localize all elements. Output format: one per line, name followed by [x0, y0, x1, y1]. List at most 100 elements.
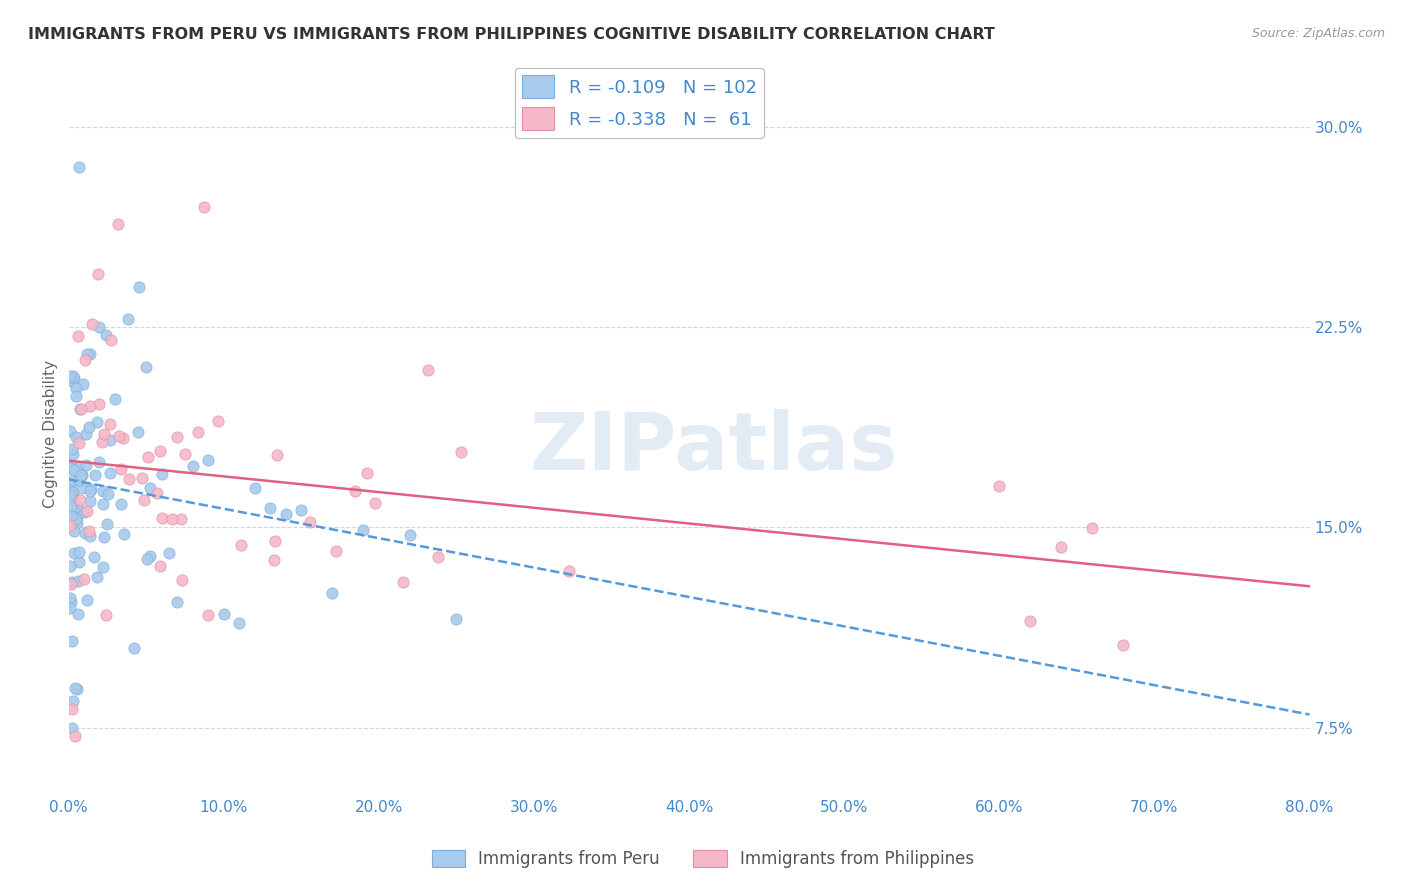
- Point: [229, 538, 252, 552]
- Point: [70, 467, 93, 482]
- Point: [98, 466, 121, 480]
- Point: [112, 527, 135, 541]
- Point: [118, 472, 141, 486]
- Point: [136, 450, 159, 465]
- Point: [100, 334, 122, 348]
- Point: [63, 681, 86, 695]
- Point: [87, 267, 110, 281]
- Point: [75, 426, 97, 441]
- Point: [290, 503, 312, 517]
- Point: [87, 455, 110, 469]
- Point: [212, 607, 235, 621]
- Point: [66, 574, 89, 588]
- Point: [62, 463, 84, 477]
- Point: [157, 546, 180, 560]
- Point: [70, 467, 93, 482]
- Legend: R = -0.109   N = 102, R = -0.338   N =  61: R = -0.109 N = 102, R = -0.338 N = 61: [515, 68, 763, 137]
- Point: [79, 420, 101, 434]
- Point: [79, 347, 101, 361]
- Point: [97, 487, 120, 501]
- Point: [65, 388, 87, 402]
- Point: [59, 425, 82, 439]
- Point: [63, 729, 86, 743]
- Point: [62, 368, 84, 383]
- Point: [79, 528, 101, 542]
- Point: [364, 496, 387, 510]
- Point: [62, 575, 84, 590]
- Point: [62, 473, 84, 487]
- Point: [65, 503, 87, 517]
- Point: [62, 447, 84, 461]
- Point: [259, 500, 281, 515]
- Point: [187, 425, 209, 439]
- Point: [131, 471, 153, 485]
- Legend: Immigrants from Peru, Immigrants from Philippines: Immigrants from Peru, Immigrants from Ph…: [425, 843, 981, 875]
- Point: [60, 577, 83, 591]
- Point: [193, 200, 215, 214]
- Point: [264, 534, 287, 549]
- Point: [65, 381, 87, 395]
- Point: [988, 479, 1011, 493]
- Point: [111, 431, 134, 445]
- Point: [73, 505, 96, 519]
- Point: [60, 485, 83, 500]
- Point: [62, 546, 84, 560]
- Point: [59, 488, 82, 502]
- Point: [77, 524, 100, 539]
- Point: [343, 483, 366, 498]
- Point: [166, 429, 188, 443]
- Point: [66, 328, 89, 343]
- Point: [146, 486, 169, 500]
- Point: [59, 478, 82, 492]
- Point: [62, 488, 84, 502]
- Point: [181, 459, 204, 474]
- Point: [134, 492, 156, 507]
- Point: [1019, 614, 1042, 628]
- Point: [65, 430, 87, 444]
- Point: [418, 362, 440, 376]
- Point: [59, 518, 82, 533]
- Point: [274, 508, 297, 522]
- Point: [110, 497, 132, 511]
- Point: [67, 473, 90, 487]
- Point: [93, 530, 115, 544]
- Point: [450, 445, 472, 459]
- Point: [60, 721, 83, 735]
- Point: [96, 328, 118, 343]
- Point: [82, 317, 104, 331]
- Point: [135, 359, 157, 374]
- Point: [558, 564, 581, 578]
- Point: [1050, 540, 1073, 554]
- Point: [166, 594, 188, 608]
- Point: [149, 558, 172, 573]
- Point: [91, 483, 114, 498]
- Point: [243, 481, 266, 495]
- Point: [67, 555, 90, 569]
- Point: [75, 525, 97, 540]
- Point: [391, 575, 413, 590]
- Point: [60, 442, 83, 456]
- Point: [93, 427, 115, 442]
- Point: [325, 544, 347, 558]
- Point: [110, 462, 132, 476]
- Point: [59, 460, 82, 475]
- Point: [91, 497, 114, 511]
- Point: [117, 311, 139, 326]
- Point: [197, 452, 219, 467]
- Point: [150, 511, 173, 525]
- Point: [72, 376, 94, 391]
- Point: [149, 444, 172, 458]
- Point: [59, 369, 82, 384]
- Point: [263, 553, 285, 567]
- Point: [139, 481, 162, 495]
- Point: [69, 160, 91, 174]
- Point: [75, 458, 97, 472]
- Point: [91, 560, 114, 574]
- Point: [59, 500, 82, 514]
- Point: [228, 615, 250, 630]
- Point: [59, 601, 82, 615]
- Point: [60, 634, 83, 648]
- Point: [73, 353, 96, 368]
- Point: [352, 524, 374, 538]
- Point: [59, 595, 82, 609]
